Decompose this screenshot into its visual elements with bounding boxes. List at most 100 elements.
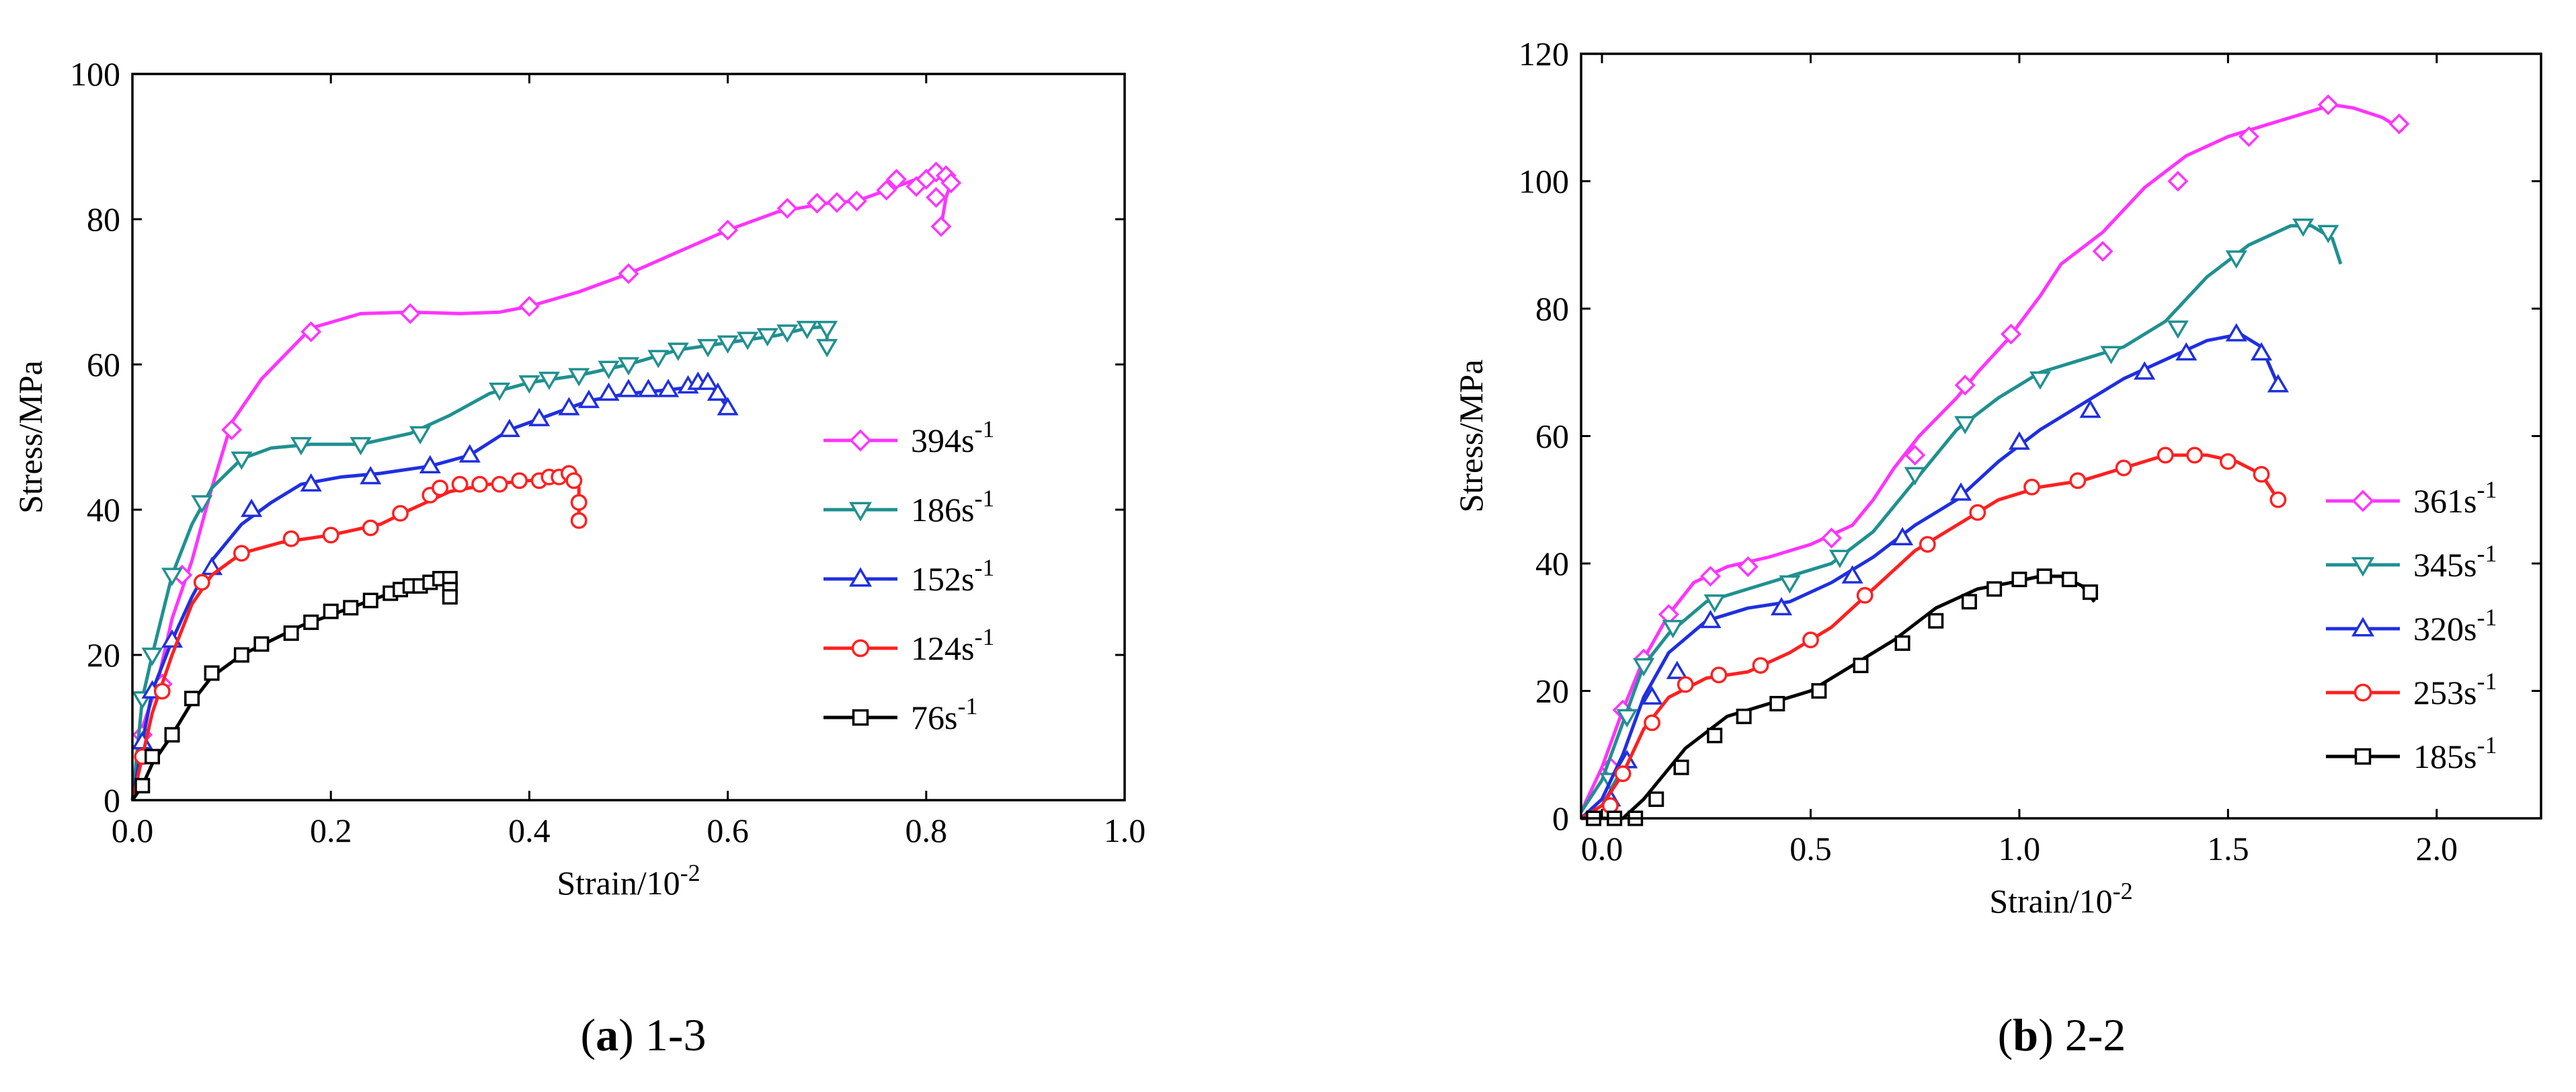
chart-a-ytick-label: 40 bbox=[87, 491, 120, 529]
chart-b-series-2-point bbox=[1770, 596, 1793, 616]
chart-b-series-4-point bbox=[1811, 683, 1827, 699]
chart-a-series-1-point bbox=[191, 495, 213, 514]
chart-b-series-2-point bbox=[1892, 526, 1914, 545]
chart-b-series-2-point bbox=[2134, 361, 2156, 380]
chart-b-series-0-point bbox=[1699, 566, 1721, 587]
chart-a-series-2-point bbox=[577, 389, 600, 408]
chart-b-series-1-point bbox=[2029, 371, 2052, 390]
chart-a-series-0-point bbox=[518, 296, 540, 317]
chart-a-series-3-point bbox=[570, 494, 588, 511]
chart-a-series-2-point bbox=[598, 382, 620, 401]
chart-a-series-0-point bbox=[930, 216, 952, 237]
chart-b-series-0-point bbox=[2388, 113, 2410, 134]
chart-b-series-2-point bbox=[2250, 342, 2273, 361]
chart-a-legend-label-1: 186s-1 bbox=[911, 485, 994, 529]
chart-b-legend-exponent-2: -1 bbox=[2477, 604, 2497, 631]
chart-b-legend-label-3: 253s-1 bbox=[2413, 668, 2497, 711]
chart-b-legend-label-0: 361s-1 bbox=[2413, 476, 2497, 520]
chart-a-series-3 bbox=[130, 465, 588, 801]
chart-b-xtick-label: 0.5 bbox=[1789, 830, 1832, 867]
caption-a-letter: a bbox=[596, 1009, 619, 1060]
chart-b-series-3-point bbox=[1969, 504, 1986, 521]
chart-a-series-1-point bbox=[568, 368, 590, 387]
chart-b: 0.0 0.5 1.0 1.5 2.0 0 20 40 60 80 100 120 Strain/10-… bbox=[1452, 35, 2542, 920]
chart-a-series-0-point bbox=[940, 172, 962, 194]
chart-a-xlabel-exponent: -2 bbox=[680, 859, 700, 886]
chart-a-series-3-point bbox=[233, 545, 250, 562]
chart-b-series-2-point bbox=[1949, 482, 1972, 501]
chart-b-series-2-line bbox=[1580, 332, 2280, 820]
chart-b-series-0-point bbox=[1821, 527, 1842, 549]
chart-b-series-0-point bbox=[2317, 94, 2339, 116]
chart-a-series-0-point bbox=[221, 419, 243, 440]
chart-b-series-1-point bbox=[2292, 218, 2315, 237]
chart-b-ytick-label: 80 bbox=[1535, 290, 1569, 327]
chart-b-legend-item-3: 253s-1 bbox=[2326, 668, 2497, 711]
chart-b-series-3-point bbox=[1752, 657, 1769, 674]
chart-a-series-3-line bbox=[130, 471, 581, 801]
chart-b-series-3-point bbox=[2069, 472, 2087, 490]
chart-a-series-4-point bbox=[145, 748, 161, 765]
chart-a-series-3-point bbox=[282, 530, 300, 547]
chart-a-xtick-label: 0.2 bbox=[310, 812, 352, 849]
chart-a-series-2-line bbox=[130, 381, 729, 801]
chart-a-legend-label-2: 152s-1 bbox=[911, 554, 994, 598]
chart-a-legend-exponent-3: -1 bbox=[974, 623, 994, 650]
chart-a-series-3-point bbox=[432, 479, 448, 497]
chart-b-series-3-point bbox=[2157, 446, 2174, 464]
chart-b-series-4-point bbox=[2036, 568, 2052, 584]
chart-a-series-0-point bbox=[876, 180, 897, 201]
chart-a-series-3-point bbox=[451, 475, 469, 493]
chart-a-legend-item-4: 76s-1 bbox=[823, 693, 977, 736]
chart-a-series-1-point bbox=[231, 451, 253, 470]
chart-a-series-1 bbox=[130, 321, 838, 801]
chart-a-series-2-point bbox=[617, 379, 640, 397]
chart-b-legend-label-1: 345s-1 bbox=[2413, 540, 2497, 584]
chart-b-series-2-point bbox=[2175, 342, 2198, 361]
chart-a-series-3-point bbox=[322, 526, 339, 544]
chart-a-series-1-point bbox=[796, 321, 818, 340]
chart-a-legend-label-3: 124s-1 bbox=[911, 623, 994, 667]
chart-a-series-4-point bbox=[253, 636, 270, 652]
chart-b-series-0-line bbox=[1579, 103, 2405, 813]
chart-a-legend-marker-1 bbox=[848, 502, 873, 522]
chart-a-series-0-point bbox=[399, 303, 421, 324]
chart-b-ytick-label: 100 bbox=[1519, 163, 1569, 200]
chart-b-series-2-point bbox=[1641, 686, 1663, 705]
chart-b-legend-label-2: 320s-1 bbox=[2413, 604, 2497, 648]
caption-b-label: 2-2 bbox=[2064, 1009, 2126, 1060]
chart-a-series-2-point bbox=[528, 407, 551, 426]
chart-b-plot-frame bbox=[1580, 52, 2542, 820]
chart-b-series-4-point bbox=[1986, 581, 2003, 597]
chart-b-series-1-point bbox=[1703, 594, 1726, 613]
chart-b-legend-exponent-4: -1 bbox=[2477, 732, 2497, 758]
chart-a-ytick-label: 80 bbox=[87, 200, 120, 238]
chart-a-series-0-point bbox=[826, 192, 848, 213]
chart-b-series-0-point bbox=[2238, 126, 2259, 147]
chart-b-series-1-point bbox=[2317, 225, 2339, 243]
chart-a-series-4-point bbox=[362, 592, 378, 609]
chart-a-series-3-point bbox=[491, 475, 508, 493]
chart-a-legend-item-1: 186s-1 bbox=[823, 485, 994, 529]
chart-b-ytick-label: 60 bbox=[1535, 418, 1569, 455]
chart-a-series-4-point bbox=[134, 777, 151, 793]
caption-b: (b) 2-2 bbox=[1997, 1009, 2126, 1060]
chart-a-series-4-point bbox=[204, 665, 220, 681]
chart-b-series-1-point bbox=[1828, 549, 1851, 568]
chart-a-series-2-point bbox=[657, 379, 680, 397]
chart-b-series-1-point bbox=[1904, 467, 1926, 485]
chart-a-series-1-point bbox=[717, 335, 739, 354]
chart-a-series-0-point bbox=[886, 169, 907, 190]
chart-b-series-1 bbox=[1579, 218, 2343, 813]
caption-a: (a) 1-3 bbox=[580, 1009, 707, 1060]
chart-b-series-4-point bbox=[2061, 572, 2077, 588]
chart-b-series-4-point bbox=[1736, 708, 1752, 724]
chart-b-series-3-point bbox=[1710, 666, 1728, 684]
chart-b-series-1-point bbox=[1954, 416, 1976, 435]
chart-a-series-4-line bbox=[130, 577, 452, 802]
chart-b-legend-item-4: 185s-1 bbox=[2326, 732, 2497, 775]
chart-a-legend-exponent-4: -1 bbox=[957, 693, 977, 719]
chart-a-series-2-point bbox=[498, 418, 520, 438]
chart-a-ytick-label: 20 bbox=[87, 636, 120, 674]
chart-b-legend-marker-4 bbox=[2354, 748, 2372, 765]
